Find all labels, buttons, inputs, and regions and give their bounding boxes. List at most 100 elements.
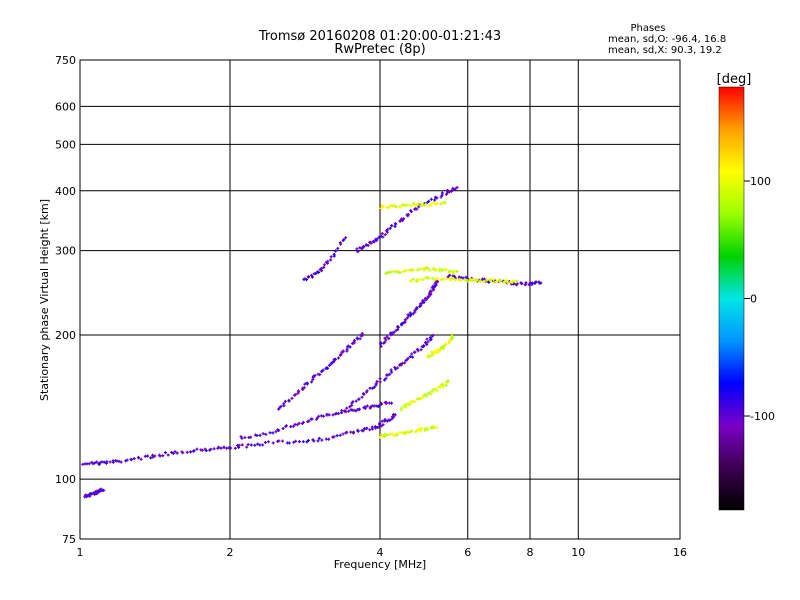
data-point-x bbox=[429, 392, 433, 396]
data-point-o bbox=[361, 392, 365, 396]
data-point-o bbox=[524, 281, 528, 285]
data-point-o bbox=[481, 278, 485, 282]
data-point-x bbox=[392, 433, 396, 437]
data-point-o bbox=[249, 443, 253, 447]
data-point-o bbox=[297, 440, 301, 444]
y-tick-labels: 75 100 200 300 400 500 600 750 bbox=[55, 54, 76, 546]
data-point-x bbox=[398, 271, 402, 275]
data-point-o bbox=[384, 402, 388, 406]
data-point-o bbox=[283, 399, 287, 403]
data-point-o bbox=[427, 199, 431, 203]
data-point-o bbox=[271, 431, 275, 435]
data-point-o bbox=[327, 437, 331, 441]
data-point-o bbox=[255, 434, 259, 438]
data-point-o bbox=[365, 426, 369, 430]
data-point-x bbox=[458, 277, 462, 281]
data-point-o bbox=[209, 447, 213, 451]
data-point-o bbox=[363, 405, 367, 409]
data-point-x bbox=[433, 278, 437, 282]
data-point-o bbox=[249, 435, 253, 439]
data-point-x bbox=[404, 405, 408, 409]
data-point-x bbox=[412, 202, 416, 206]
data-point-o bbox=[403, 361, 407, 365]
data-point-x bbox=[434, 202, 438, 206]
data-point-x bbox=[466, 279, 470, 283]
data-point-o bbox=[425, 337, 429, 341]
data-point-x bbox=[506, 280, 510, 284]
data-point-x bbox=[411, 268, 415, 272]
data-point-o bbox=[301, 440, 305, 444]
data-point-x bbox=[491, 278, 495, 282]
data-point-o bbox=[537, 280, 541, 284]
data-point-o bbox=[281, 427, 285, 431]
data-point-o bbox=[396, 325, 400, 329]
data-point-x bbox=[513, 279, 517, 283]
data-point-o bbox=[345, 406, 349, 410]
data-point-x bbox=[444, 342, 448, 346]
data-point-x bbox=[422, 394, 426, 398]
data-point-x bbox=[394, 270, 398, 274]
data-point-o bbox=[415, 306, 419, 310]
data-point-o bbox=[163, 451, 167, 455]
data-point-x bbox=[426, 267, 430, 271]
data-point-o bbox=[362, 245, 366, 249]
data-point-o bbox=[291, 424, 295, 428]
data-point-o bbox=[426, 340, 430, 344]
data-point-o bbox=[294, 393, 298, 397]
data-point-o bbox=[392, 330, 396, 334]
data-point-o bbox=[337, 356, 341, 360]
data-point-o bbox=[461, 276, 465, 280]
data-point-o bbox=[386, 227, 390, 231]
data-point-x bbox=[450, 334, 454, 338]
data-point-x bbox=[413, 400, 417, 404]
data-point-o bbox=[185, 450, 189, 454]
data-point-o bbox=[233, 446, 237, 450]
data-point-o bbox=[294, 439, 298, 443]
data-point-o bbox=[396, 366, 400, 370]
stats-line-o: mean, sd,O: -96.4, 16.8 bbox=[608, 34, 726, 45]
data-point-x bbox=[453, 278, 457, 282]
data-point-o bbox=[433, 198, 437, 202]
data-point-x bbox=[455, 269, 459, 273]
data-point-o bbox=[515, 282, 519, 286]
data-point-x bbox=[443, 201, 447, 205]
data-point-o bbox=[97, 462, 101, 466]
data-point-x bbox=[445, 380, 449, 384]
data-point-o bbox=[404, 358, 408, 362]
data-point-x bbox=[448, 269, 452, 273]
data-point-o bbox=[263, 440, 267, 444]
data-point-o bbox=[446, 188, 450, 192]
data-point-o bbox=[295, 423, 299, 427]
data-point-o bbox=[411, 355, 415, 359]
data-point-o bbox=[523, 283, 527, 287]
data-point-x bbox=[436, 276, 440, 280]
data-point-o bbox=[410, 352, 414, 356]
colorbar-tick-label: 100 bbox=[750, 175, 771, 188]
data-point-o bbox=[452, 274, 456, 278]
data-point-o bbox=[375, 237, 379, 241]
data-point-o bbox=[384, 376, 388, 380]
data-point-o bbox=[388, 226, 392, 230]
data-point-o bbox=[277, 429, 281, 433]
data-point-o bbox=[512, 282, 516, 286]
data-point-o bbox=[406, 356, 410, 360]
data-point-x bbox=[470, 278, 474, 282]
data-point-o bbox=[344, 236, 348, 240]
data-point-o bbox=[274, 430, 278, 434]
plot-frame bbox=[79, 59, 681, 540]
data-point-o bbox=[229, 446, 233, 450]
data-point-o bbox=[361, 429, 365, 433]
data-point-o bbox=[312, 439, 316, 443]
data-point-o bbox=[239, 435, 243, 439]
data-point-o bbox=[428, 336, 432, 340]
data-point-o bbox=[446, 275, 450, 279]
data-point-o bbox=[261, 443, 265, 447]
data-point-o bbox=[383, 233, 387, 237]
data-point-o bbox=[383, 340, 387, 344]
data-point-o bbox=[326, 259, 330, 263]
data-point-x bbox=[390, 204, 394, 208]
data-point-o bbox=[422, 344, 426, 348]
data-point-x bbox=[428, 204, 432, 208]
colorbar-gradient bbox=[718, 86, 745, 511]
data-point-x bbox=[410, 429, 414, 433]
